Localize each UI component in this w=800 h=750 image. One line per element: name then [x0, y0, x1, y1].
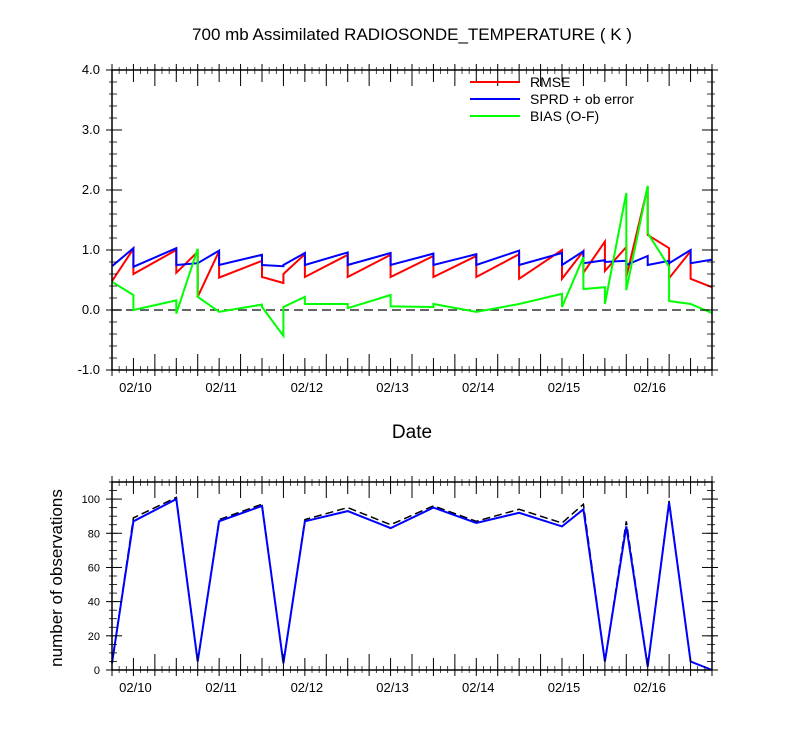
- series-line-bias-o-f: [111, 185, 713, 339]
- x-tick-label: 02/14: [462, 380, 495, 395]
- x-tick-label: 02/16: [633, 380, 666, 395]
- plot-frame: [111, 69, 713, 371]
- plot-frame: [111, 481, 713, 671]
- x-axis-label: Date: [392, 422, 432, 443]
- x-tick-label: 02/13: [376, 680, 409, 695]
- x-tick-label: 02/15: [548, 380, 581, 395]
- legend-label: BIAS (O-F): [530, 108, 599, 124]
- bias-rmse-panel: 700 mb Assimilated RADIOSONDE_TEMPERATUR…: [78, 25, 718, 443]
- y-tick-label: 0.0: [82, 302, 100, 317]
- x-tick-label: 02/15: [548, 680, 581, 695]
- y-tick-label: 40: [88, 597, 100, 609]
- x-tick-label: 02/11: [205, 680, 237, 695]
- y-tick-label: 20: [88, 631, 100, 643]
- y-tick-label: 100: [82, 494, 100, 506]
- chart-title: 700 mb Assimilated RADIOSONDE_TEMPERATUR…: [192, 25, 632, 44]
- y-tick-label: 4.0: [82, 62, 100, 77]
- series-line-sprd-ob-error: [111, 246, 713, 269]
- series-line-observations-used: [111, 497, 713, 671]
- x-tick-label: 02/16: [633, 680, 666, 695]
- y-tick-label: 3.0: [82, 122, 100, 137]
- y-tick-label: 80: [88, 528, 100, 540]
- y-axis-label: number of observations: [47, 489, 66, 667]
- x-tick-label: 02/12: [291, 380, 324, 395]
- legend-label: RMSE: [530, 74, 570, 90]
- y-tick-label: 1.0: [82, 242, 100, 257]
- x-tick-label: 02/13: [376, 380, 409, 395]
- observations-panel: 0 20 40 60 80 100 02/10 02/11 02/12 02/13 02/14 02/…: [47, 476, 718, 695]
- x-tick-label: 02/14: [462, 680, 495, 695]
- y-tick-label: 60: [88, 562, 100, 574]
- x-tick-label: 02/12: [291, 680, 324, 695]
- legend-label: SPRD + ob error: [530, 91, 634, 107]
- series-line-rmse: [111, 186, 713, 298]
- y-tick-label: -1.0: [78, 362, 100, 377]
- y-tick-label: 2.0: [82, 182, 100, 197]
- x-tick-label: 02/10: [119, 680, 152, 695]
- x-tick-label: 02/11: [205, 380, 237, 395]
- x-tick-label: 02/10: [119, 380, 152, 395]
- y-tick-label: 0: [94, 665, 100, 677]
